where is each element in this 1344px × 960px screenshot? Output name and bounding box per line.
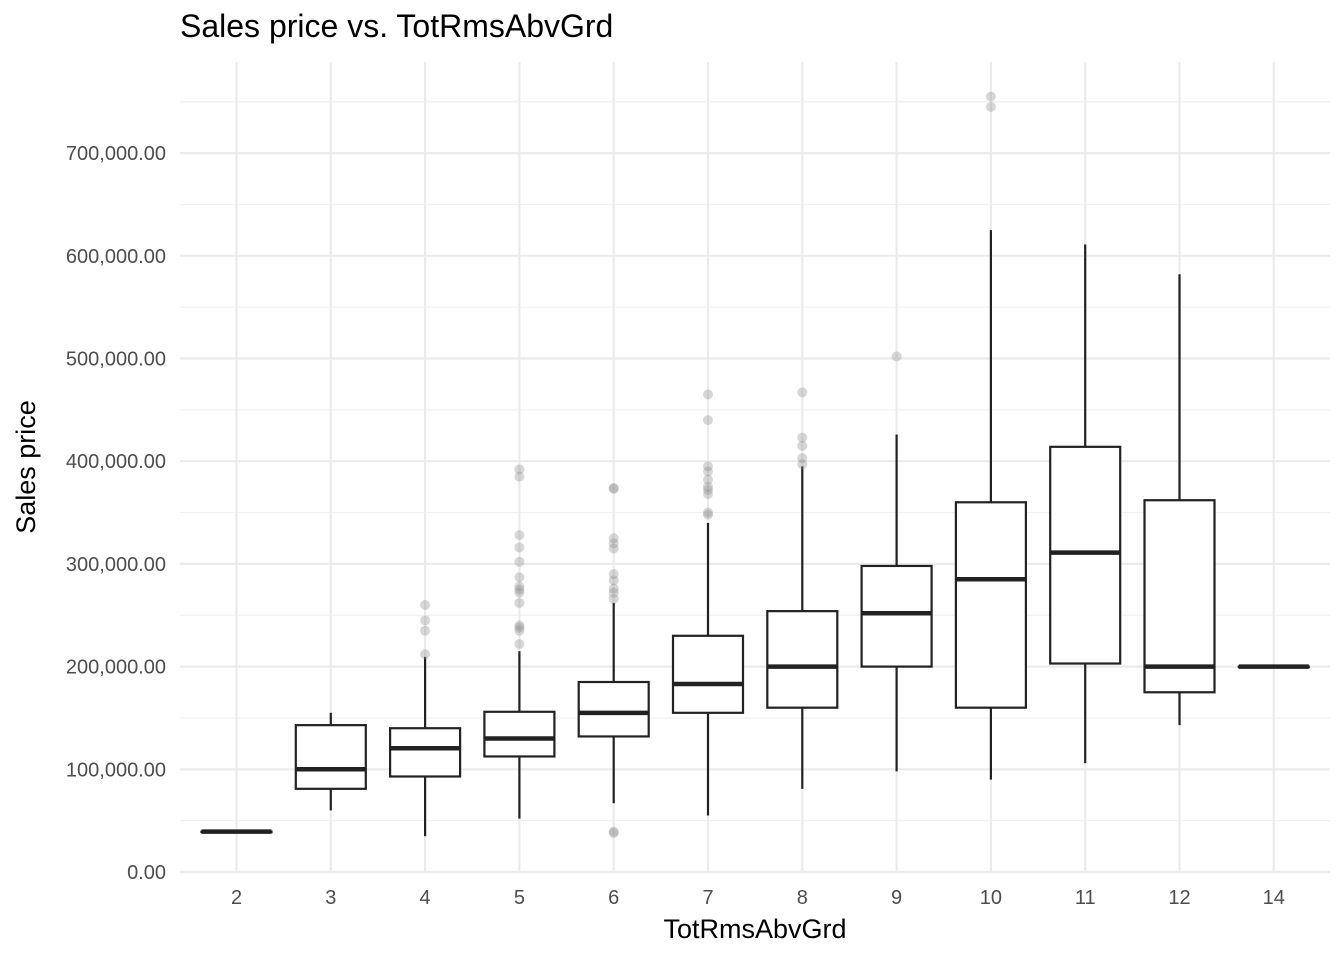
y-tick-label: 300,000.00 xyxy=(66,554,166,576)
outlier-point xyxy=(420,625,431,636)
y-tick-label: 0.00 xyxy=(127,862,166,884)
y-tick-label: 100,000.00 xyxy=(66,759,166,781)
outlier-point xyxy=(608,543,619,554)
x-tick-label: 8 xyxy=(797,887,808,909)
y-axis-title: Sales price xyxy=(11,400,41,534)
box-4 xyxy=(389,599,462,837)
box-14 xyxy=(1237,664,1310,669)
box-8 xyxy=(766,387,839,789)
x-tick-label: 11 xyxy=(1075,887,1096,909)
x-tick-label: 14 xyxy=(1263,887,1285,909)
box-6 xyxy=(577,482,650,839)
outlier-point xyxy=(514,530,525,541)
box-iqr xyxy=(1143,499,1216,694)
box-iqr xyxy=(389,727,462,778)
x-tick-label: 4 xyxy=(420,887,431,909)
outlier-point xyxy=(420,649,431,660)
outlier-point xyxy=(703,389,713,400)
outlier-point xyxy=(514,542,525,553)
outlier-point xyxy=(608,483,619,494)
box-12 xyxy=(1143,274,1216,726)
outlier-point xyxy=(797,387,808,398)
x-tick-label: 6 xyxy=(608,887,619,909)
outlier-point xyxy=(514,620,525,631)
outlier-point xyxy=(514,556,525,567)
box-iqr xyxy=(483,710,556,758)
y-tick-label: 600,000.00 xyxy=(66,246,166,268)
box-iqr xyxy=(1049,445,1122,665)
outlier-point xyxy=(608,826,619,837)
box-iqr xyxy=(577,680,650,738)
outlier-point xyxy=(985,91,996,102)
box-iqr xyxy=(766,610,839,709)
outlier-point xyxy=(797,432,808,443)
outlier-point xyxy=(608,587,619,598)
outlier-point xyxy=(703,461,713,472)
outlier-point xyxy=(514,584,525,595)
outlier-point xyxy=(703,489,713,500)
box-2 xyxy=(200,829,273,834)
label-layer: 0.00 100,000.00 200,000.00 300,000.00 400,00… xyxy=(66,143,1285,909)
outlier-point xyxy=(891,351,902,362)
x-tick-label: 3 xyxy=(325,887,336,909)
outlier-point xyxy=(608,482,619,493)
outlier-point xyxy=(608,575,619,586)
y-tick-label: 700,000.00 xyxy=(66,143,166,165)
outlier-point xyxy=(985,101,996,112)
chart-title: Sales price vs. TotRmsAbvGrd xyxy=(180,8,614,44)
box-11 xyxy=(1049,244,1122,764)
y-tick-label: 500,000.00 xyxy=(66,349,166,371)
box-iqr xyxy=(954,501,1028,709)
outlier-point xyxy=(703,509,713,520)
outlier-point xyxy=(703,484,713,495)
box-iqr xyxy=(671,634,745,714)
box-iqr xyxy=(860,564,933,668)
x-tick-label: 7 xyxy=(702,887,713,909)
x-tick-label: 2 xyxy=(231,887,242,909)
outlier-point xyxy=(514,581,525,592)
x-tick-label: 9 xyxy=(891,887,902,909)
outlier-point xyxy=(514,572,525,583)
box-9 xyxy=(860,351,933,772)
box-5 xyxy=(483,464,556,819)
box-iqr xyxy=(294,724,367,790)
outlier-point xyxy=(514,639,525,650)
outlier-point xyxy=(420,599,431,610)
outlier-point xyxy=(608,828,619,839)
outlier-point xyxy=(608,583,619,594)
box-3 xyxy=(294,712,367,811)
outlier-point xyxy=(797,459,808,470)
outlier-point xyxy=(514,471,525,482)
y-tick-label: 400,000.00 xyxy=(66,451,166,473)
outlier-point xyxy=(608,593,619,604)
outlier-point xyxy=(608,569,619,580)
outlier-point xyxy=(703,415,713,426)
outlier-point xyxy=(514,622,525,633)
outlier-point xyxy=(703,474,713,485)
outlier-point xyxy=(420,615,431,626)
outlier-point xyxy=(703,507,713,518)
outlier-point xyxy=(514,625,525,636)
outlier-point xyxy=(703,466,713,477)
y-tick-label: 200,000.00 xyxy=(66,657,166,679)
outlier-point xyxy=(703,481,713,492)
x-tick-label: 5 xyxy=(514,887,525,909)
outlier-point xyxy=(514,597,525,608)
outlier-point xyxy=(608,533,619,544)
outlier-point xyxy=(797,453,808,464)
x-tick-label: 10 xyxy=(980,887,1002,909)
outlier-point xyxy=(514,587,525,598)
x-tick-label: 12 xyxy=(1168,887,1190,909)
box-7 xyxy=(671,389,745,816)
outlier-point xyxy=(608,538,619,549)
box-10 xyxy=(954,91,1028,780)
box-layer xyxy=(200,91,1310,839)
outlier-point xyxy=(514,464,525,475)
x-axis-title: TotRmsAbvGrd xyxy=(663,914,846,944)
outlier-point xyxy=(797,440,808,451)
